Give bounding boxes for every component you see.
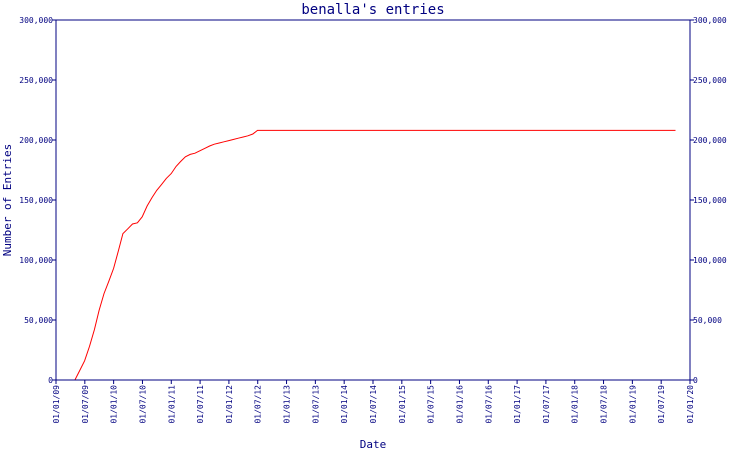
y-tick-label-right: 100,000 xyxy=(693,256,727,265)
y-tick-label-right: 0 xyxy=(693,376,698,385)
y-axis-title: Number of Entries xyxy=(1,144,14,257)
x-tick-label: 01/01/12 xyxy=(225,385,234,424)
x-tick-label: 01/07/19 xyxy=(657,385,666,424)
x-tick-label: 01/07/16 xyxy=(484,385,493,424)
plot-frame xyxy=(55,19,691,381)
x-tick-label: 01/01/15 xyxy=(398,385,407,424)
y-tick-label-left: 200,000 xyxy=(19,136,53,145)
y-tick-label-right: 300,000 xyxy=(693,16,727,25)
x-tick-label: 01/01/14 xyxy=(340,385,349,424)
x-tick-label: 01/01/16 xyxy=(455,385,464,424)
y-axis-right-ticks: 0 50,000 100,000 150,000 200,000 250,000 300,0… xyxy=(690,16,727,385)
x-tick-label: 01/07/17 xyxy=(542,385,551,424)
x-tick-label: 01/07/10 xyxy=(138,385,147,424)
y-tick-label-right: 200,000 xyxy=(693,136,727,145)
x-tick-label: 01/01/17 xyxy=(513,385,522,424)
x-axis-ticks: 01/01/09 01/07/09 01/01/10 01/07/10 01/01/11… xyxy=(52,380,695,424)
x-tick-label: 01/01/19 xyxy=(628,385,637,424)
chart-title: benalla's entries xyxy=(301,2,444,18)
y-tick-label-left: 150,000 xyxy=(19,196,53,205)
y-tick-label-right: 250,000 xyxy=(693,76,727,85)
x-tick-label: 01/01/20 xyxy=(686,385,695,424)
y-tick-label-left: 300,000 xyxy=(19,16,53,25)
x-tick-label: 01/07/11 xyxy=(196,385,205,424)
x-tick-label: 01/07/09 xyxy=(81,385,90,424)
y-tick-label-left: 100,000 xyxy=(19,256,53,265)
x-tick-label: 01/07/13 xyxy=(311,385,320,424)
y-tick-label-left: 250,000 xyxy=(19,76,53,85)
x-tick-label: 01/01/09 xyxy=(52,385,61,424)
y-tick-label-right: 150,000 xyxy=(693,196,727,205)
x-tick-label: 01/07/15 xyxy=(427,385,436,424)
x-axis-title: Date xyxy=(360,438,387,450)
x-tick-label: 01/01/18 xyxy=(571,385,580,424)
y-tick-label-right: 50,000 xyxy=(693,316,722,325)
y-axis-left-ticks: 0 50,000 100,000 150,000 200,000 250,000 300,0… xyxy=(19,16,56,385)
x-tick-label: 01/01/10 xyxy=(110,385,119,424)
x-tick-label: 01/07/14 xyxy=(369,385,378,424)
x-tick-label: 01/07/12 xyxy=(254,385,263,424)
y-tick-label-left: 50,000 xyxy=(24,316,53,325)
y-tick-label-left: 0 xyxy=(48,376,53,385)
x-tick-label: 01/01/13 xyxy=(283,385,292,424)
x-tick-label: 01/01/11 xyxy=(167,385,176,424)
x-tick-label: 01/07/18 xyxy=(600,385,609,424)
series-line xyxy=(74,129,676,381)
